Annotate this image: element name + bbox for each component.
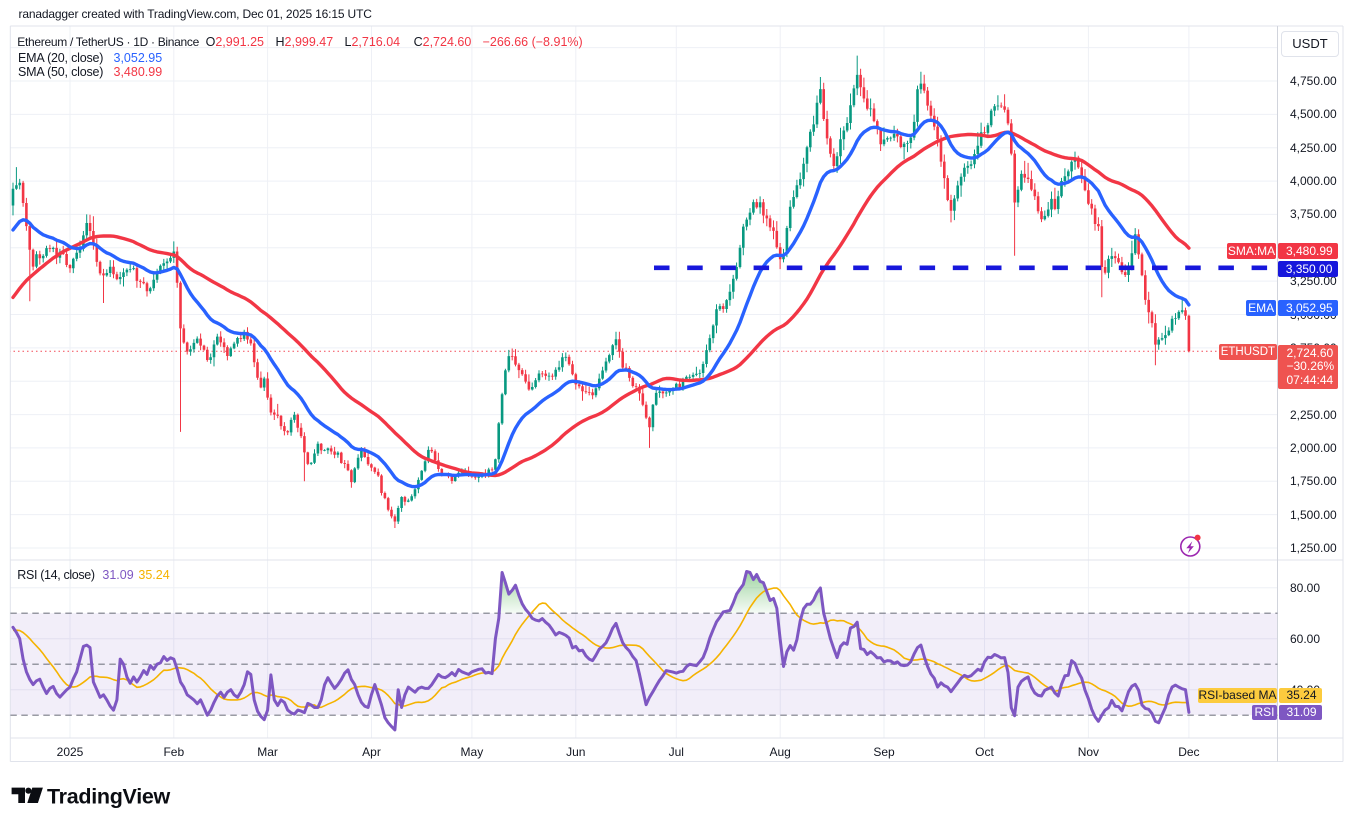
svg-text:TradingView: TradingView <box>47 784 171 808</box>
